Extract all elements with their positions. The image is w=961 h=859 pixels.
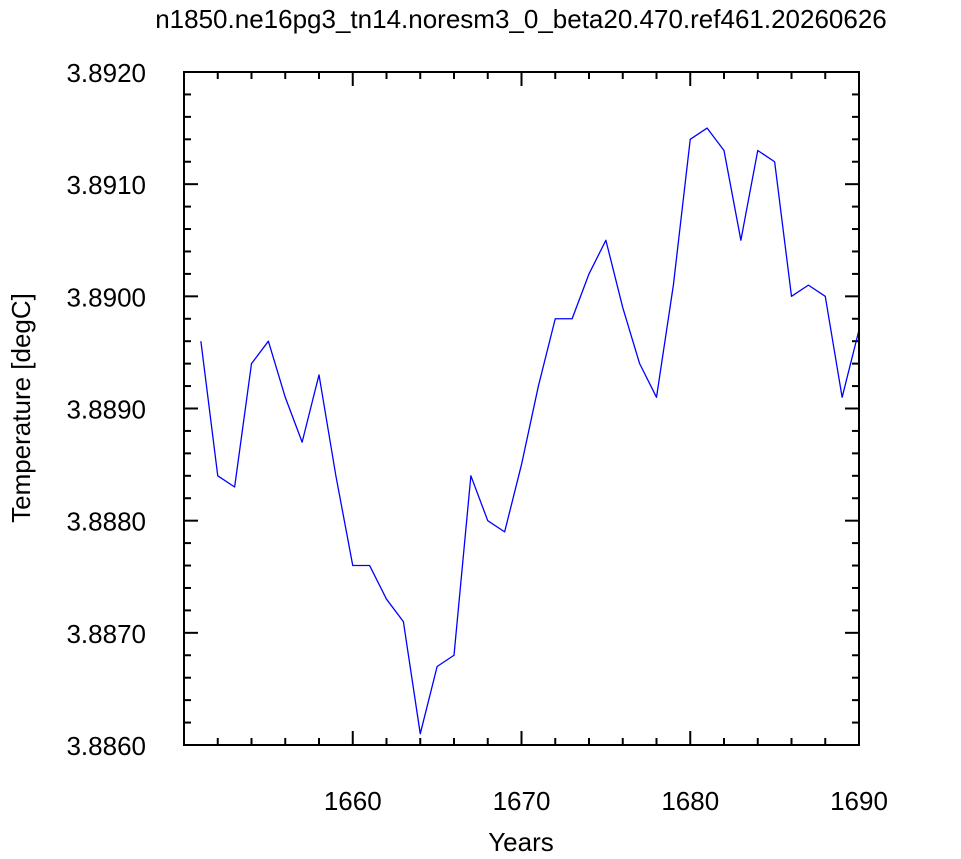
x-tick-label: 1680 [661, 786, 719, 816]
axis-ticks [184, 71, 860, 746]
chart-title: n1850.ne16pg3_tn14.noresm3_0_beta20.470.… [155, 4, 887, 34]
x-tick-label: 1670 [493, 786, 551, 816]
axis-tick-labels: 1660 1670 1680 1690 3.8860 3.8870 3.8880 3.8890… [66, 58, 887, 816]
x-tick-label: 1660 [324, 786, 382, 816]
x-axis-label: Years [488, 827, 554, 857]
y-tick-label: 3.8920 [66, 58, 146, 88]
y-tick-label: 3.8910 [66, 170, 146, 200]
y-tick-label: 3.8880 [66, 507, 146, 537]
plot-frame [183, 71, 860, 746]
y-axis-label: Temperature [degC] [6, 293, 36, 523]
y-tick-label: 3.8870 [66, 619, 146, 649]
x-tick-label: 1690 [830, 786, 888, 816]
y-tick-label: 3.8890 [66, 395, 146, 425]
series-line [200, 127, 860, 735]
y-tick-label: 3.8900 [66, 282, 146, 312]
series-group [200, 127, 860, 735]
y-tick-label: 3.8860 [66, 731, 146, 761]
